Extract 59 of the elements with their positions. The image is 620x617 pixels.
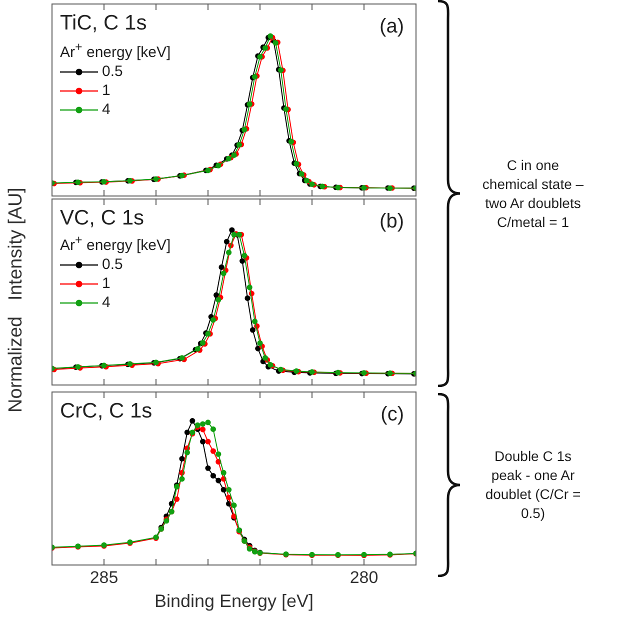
point: [210, 472, 216, 479]
x-tick-label: 285: [90, 568, 118, 587]
point: [220, 486, 226, 493]
chart-title: VC, C 1s: [60, 206, 144, 230]
annotation: (a): [380, 16, 404, 38]
point: [200, 421, 206, 427]
point: [214, 292, 220, 298]
point: [179, 456, 185, 462]
text: C in one chemical state – two Ar doublets C/metal = 1: [481, 156, 585, 232]
point: [218, 264, 224, 270]
point: [242, 252, 248, 258]
point: [216, 296, 222, 303]
point: [246, 284, 252, 290]
point: [262, 355, 268, 361]
point: [231, 502, 237, 508]
point: [229, 227, 235, 233]
point: [255, 346, 261, 352]
point: [257, 340, 263, 346]
point: [205, 420, 211, 426]
x-axis-title: Binding Energy [eV]: [154, 591, 314, 612]
legend-title: Ar$^{+}$ energy [keV]: [60, 39, 171, 62]
point: [200, 438, 206, 444]
chart-title: TiC, C 1s: [60, 11, 147, 34]
point: [210, 448, 216, 454]
legend-label: 4: [102, 293, 110, 312]
legend-title: Ar$^{+}$ energy [keV]: [60, 232, 171, 255]
legend-label: 1: [102, 81, 110, 100]
point: [250, 327, 256, 333]
point: [244, 295, 250, 301]
legend-label: 0.5: [102, 62, 123, 81]
point: [240, 258, 246, 264]
text: Double C 1s peak - one Ar doublet (C/Cr = 0.5): [484, 447, 582, 523]
point: [174, 496, 180, 502]
legend-label: 0.5: [102, 255, 123, 274]
point: [220, 470, 226, 476]
chart-title: CrC, C 1s: [60, 399, 152, 422]
point: [224, 238, 230, 244]
point: [205, 465, 211, 471]
point: [226, 494, 232, 500]
point: [190, 418, 196, 424]
point: [205, 438, 211, 444]
annotation: (b): [380, 210, 404, 233]
point: [184, 430, 190, 436]
annotation: (c): [380, 404, 404, 426]
point: [210, 426, 216, 432]
legend-label: 4: [102, 100, 110, 119]
point: [220, 270, 226, 276]
point: [200, 426, 206, 432]
point: [252, 318, 258, 324]
point: [210, 317, 216, 323]
point: [226, 250, 232, 256]
x-tick-label: 280: [350, 568, 378, 587]
legend-label: 1: [102, 274, 110, 293]
point: [179, 476, 185, 482]
point: [216, 451, 222, 457]
y-axis-title: Normalized Intensity [AU]: [4, 188, 27, 412]
point: [226, 486, 232, 493]
point: [184, 450, 190, 456]
point: [216, 478, 222, 484]
